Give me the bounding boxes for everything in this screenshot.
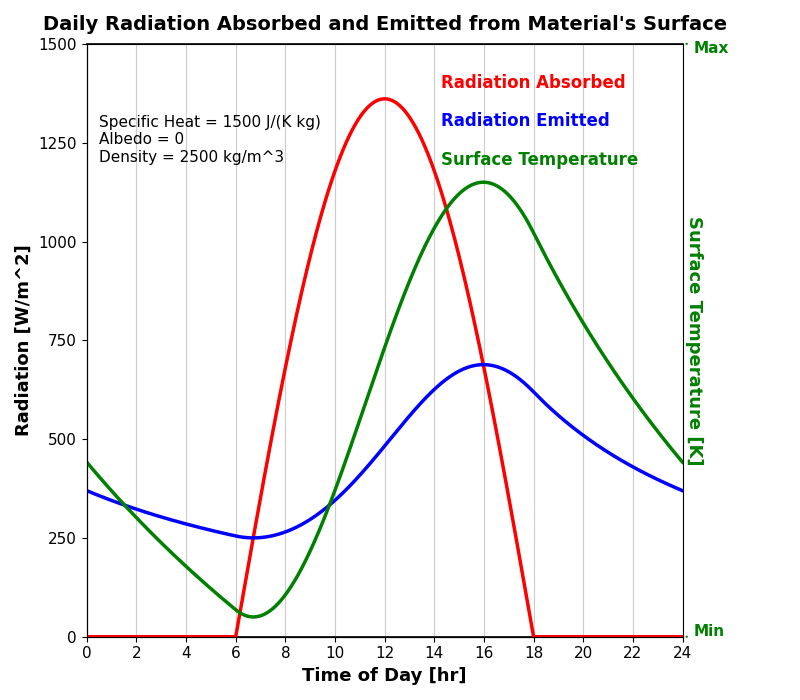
- Text: Radiation Absorbed: Radiation Absorbed: [442, 74, 626, 92]
- Y-axis label: Surface Temperature [K]: Surface Temperature [K]: [686, 216, 703, 465]
- Text: Surface Temperature: Surface Temperature: [442, 150, 638, 169]
- Text: Max: Max: [694, 41, 729, 56]
- Text: Min: Min: [694, 624, 725, 640]
- Text: Radiation Emitted: Radiation Emitted: [442, 112, 610, 130]
- Y-axis label: Radiation [W/m^2]: Radiation [W/m^2]: [15, 244, 33, 436]
- X-axis label: Time of Day [hr]: Time of Day [hr]: [302, 667, 467, 685]
- Text: Specific Heat = 1500 J/(K kg)
Albedo = 0
Density = 2500 kg/m^3: Specific Heat = 1500 J/(K kg) Albedo = 0…: [98, 115, 321, 164]
- Title: Daily Radiation Absorbed and Emitted from Material's Surface: Daily Radiation Absorbed and Emitted fro…: [42, 15, 726, 34]
